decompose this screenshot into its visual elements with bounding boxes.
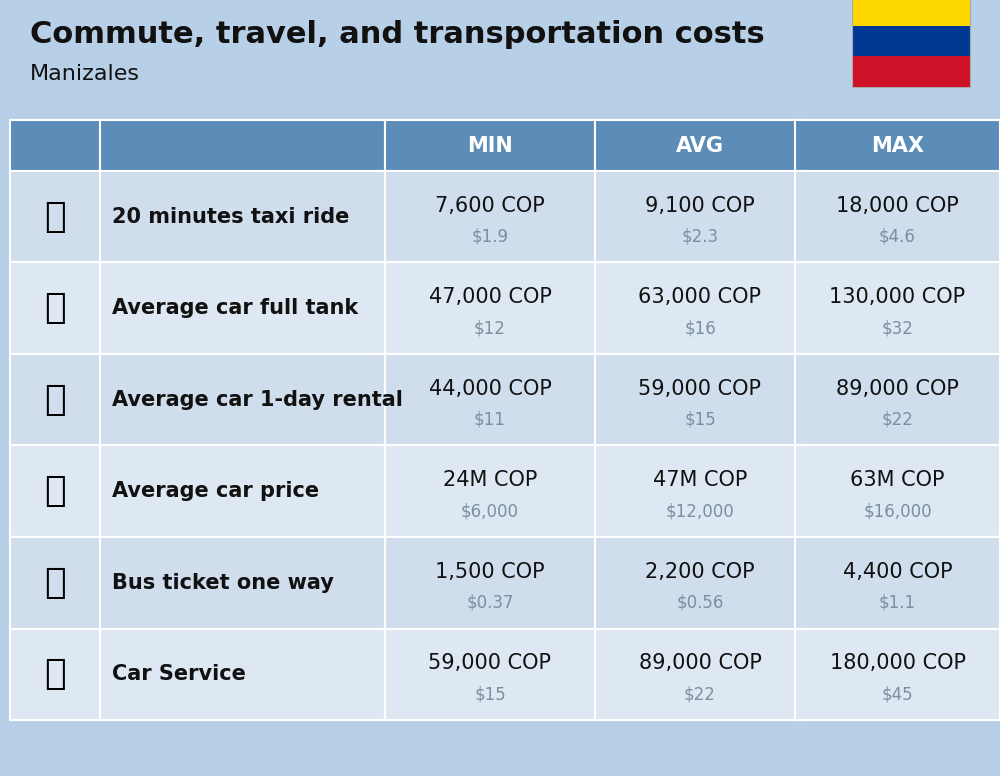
Text: 🚗: 🚗 xyxy=(44,474,66,508)
Text: $11: $11 xyxy=(474,411,506,429)
Text: 🚕: 🚕 xyxy=(44,199,66,234)
FancyBboxPatch shape xyxy=(100,120,385,171)
FancyBboxPatch shape xyxy=(100,537,385,629)
FancyBboxPatch shape xyxy=(10,537,100,629)
FancyBboxPatch shape xyxy=(100,171,385,262)
Text: 89,000 COP: 89,000 COP xyxy=(836,379,959,399)
Text: ⛽: ⛽ xyxy=(44,291,66,325)
Text: Manizales: Manizales xyxy=(30,64,140,84)
Text: 18,000 COP: 18,000 COP xyxy=(836,196,959,216)
FancyBboxPatch shape xyxy=(385,262,595,354)
FancyBboxPatch shape xyxy=(852,26,970,57)
FancyBboxPatch shape xyxy=(595,354,805,445)
Text: 1,500 COP: 1,500 COP xyxy=(435,562,545,582)
Text: 4,400 COP: 4,400 COP xyxy=(843,562,952,582)
Text: MAX: MAX xyxy=(871,136,924,155)
Text: 🚙: 🚙 xyxy=(44,383,66,417)
FancyBboxPatch shape xyxy=(385,537,595,629)
Text: 180,000 COP: 180,000 COP xyxy=(830,653,966,674)
Text: 20 minutes taxi ride: 20 minutes taxi ride xyxy=(112,206,349,227)
FancyBboxPatch shape xyxy=(795,629,1000,720)
FancyBboxPatch shape xyxy=(100,354,385,445)
FancyBboxPatch shape xyxy=(10,445,100,537)
FancyBboxPatch shape xyxy=(385,629,595,720)
Text: AVG: AVG xyxy=(676,136,724,155)
Text: Car Service: Car Service xyxy=(112,664,246,684)
Text: $1.1: $1.1 xyxy=(879,594,916,612)
Text: $22: $22 xyxy=(684,685,716,704)
Text: $12,000: $12,000 xyxy=(666,502,734,521)
FancyBboxPatch shape xyxy=(595,629,805,720)
Text: 🚌: 🚌 xyxy=(44,566,66,600)
FancyBboxPatch shape xyxy=(10,120,100,171)
Text: 59,000 COP: 59,000 COP xyxy=(639,379,762,399)
FancyBboxPatch shape xyxy=(385,120,595,171)
FancyBboxPatch shape xyxy=(385,171,595,262)
Text: $16,000: $16,000 xyxy=(863,502,932,521)
Text: Average car full tank: Average car full tank xyxy=(112,298,358,318)
FancyBboxPatch shape xyxy=(595,445,805,537)
Text: 89,000 COP: 89,000 COP xyxy=(639,653,761,674)
Text: Average car 1-day rental: Average car 1-day rental xyxy=(112,390,403,410)
Text: 🔧: 🔧 xyxy=(44,657,66,691)
FancyBboxPatch shape xyxy=(852,57,970,87)
FancyBboxPatch shape xyxy=(10,262,100,354)
FancyBboxPatch shape xyxy=(795,445,1000,537)
Text: $6,000: $6,000 xyxy=(461,502,519,521)
Text: 63,000 COP: 63,000 COP xyxy=(639,287,762,307)
Text: Bus ticket one way: Bus ticket one way xyxy=(112,573,334,593)
Text: 47,000 COP: 47,000 COP xyxy=(429,287,551,307)
Text: MIN: MIN xyxy=(467,136,513,155)
Text: 7,600 COP: 7,600 COP xyxy=(435,196,545,216)
Text: 63M COP: 63M COP xyxy=(850,470,945,490)
FancyBboxPatch shape xyxy=(795,354,1000,445)
FancyBboxPatch shape xyxy=(795,171,1000,262)
Text: $0.56: $0.56 xyxy=(676,594,724,612)
Text: $15: $15 xyxy=(684,411,716,429)
Text: $15: $15 xyxy=(474,685,506,704)
FancyBboxPatch shape xyxy=(10,171,100,262)
Text: $45: $45 xyxy=(882,685,913,704)
Text: Commute, travel, and transportation costs: Commute, travel, and transportation cost… xyxy=(30,20,765,50)
Text: 44,000 COP: 44,000 COP xyxy=(429,379,551,399)
Text: 130,000 COP: 130,000 COP xyxy=(829,287,966,307)
FancyBboxPatch shape xyxy=(795,537,1000,629)
FancyBboxPatch shape xyxy=(795,120,1000,171)
FancyBboxPatch shape xyxy=(100,629,385,720)
FancyBboxPatch shape xyxy=(595,120,805,171)
FancyBboxPatch shape xyxy=(385,354,595,445)
Text: 9,100 COP: 9,100 COP xyxy=(645,196,755,216)
Text: $16: $16 xyxy=(684,319,716,338)
FancyBboxPatch shape xyxy=(100,445,385,537)
FancyBboxPatch shape xyxy=(595,537,805,629)
FancyBboxPatch shape xyxy=(595,262,805,354)
Text: $12: $12 xyxy=(474,319,506,338)
Text: $2.3: $2.3 xyxy=(681,227,719,246)
FancyBboxPatch shape xyxy=(385,445,595,537)
Text: $4.6: $4.6 xyxy=(879,227,916,246)
FancyBboxPatch shape xyxy=(100,262,385,354)
Text: $1.9: $1.9 xyxy=(472,227,509,246)
Text: 24M COP: 24M COP xyxy=(443,470,537,490)
Text: $22: $22 xyxy=(882,411,913,429)
FancyBboxPatch shape xyxy=(852,0,970,26)
Text: 59,000 COP: 59,000 COP xyxy=(428,653,552,674)
Text: $0.37: $0.37 xyxy=(466,594,514,612)
Text: $32: $32 xyxy=(882,319,913,338)
FancyBboxPatch shape xyxy=(10,354,100,445)
Text: 47M COP: 47M COP xyxy=(653,470,747,490)
Text: 2,200 COP: 2,200 COP xyxy=(645,562,755,582)
FancyBboxPatch shape xyxy=(795,262,1000,354)
Text: Average car price: Average car price xyxy=(112,481,319,501)
FancyBboxPatch shape xyxy=(10,629,100,720)
FancyBboxPatch shape xyxy=(595,171,805,262)
